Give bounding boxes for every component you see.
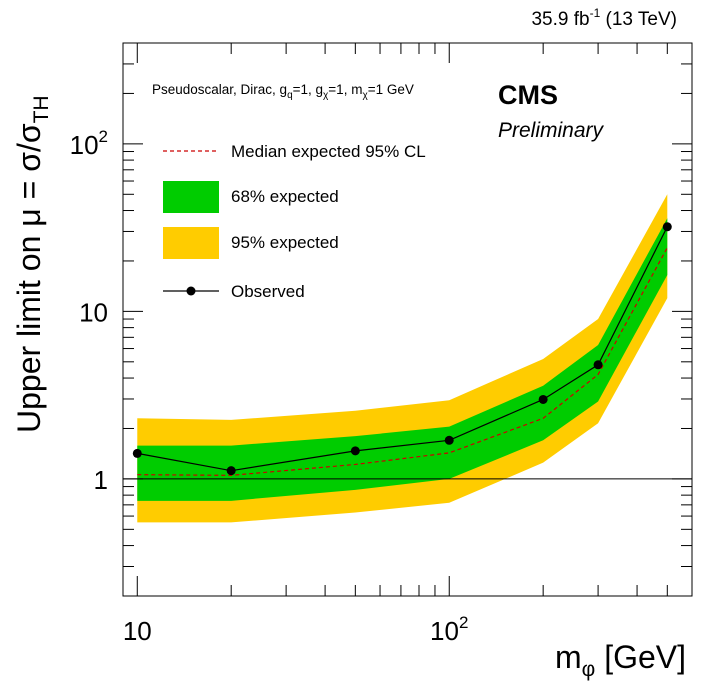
x-tick-base: 10 bbox=[123, 616, 152, 646]
limit-lines bbox=[132, 222, 672, 476]
observed-point bbox=[132, 448, 142, 458]
model-subscript: χ bbox=[362, 90, 368, 101]
observed-point bbox=[538, 394, 548, 404]
observed-point bbox=[350, 446, 360, 456]
luminosity-label: 35.9 fb-1 (13 TeV) bbox=[531, 6, 677, 30]
model-text: Pseudoscalar, Dirac, g bbox=[152, 82, 287, 97]
model-subscript: χ bbox=[323, 90, 329, 101]
x-tick-exponent: 2 bbox=[459, 613, 468, 632]
observed-point bbox=[662, 222, 672, 232]
x-tick-label: 10 bbox=[123, 616, 152, 646]
y-label-subscript: TH bbox=[30, 95, 53, 123]
y-tick-label: 10 bbox=[79, 297, 108, 327]
y-tick-label: 102 bbox=[70, 127, 108, 160]
x-tick-label: 102 bbox=[430, 613, 468, 646]
observed-point bbox=[226, 466, 236, 476]
uncertainty-bands bbox=[137, 194, 668, 523]
legend-95-label: 95% expected bbox=[231, 233, 339, 252]
model-text: =1, m bbox=[328, 82, 362, 97]
lumi-exponent: -1 bbox=[590, 6, 601, 20]
y-label-main: Upper limit on μ = σ/σ bbox=[11, 123, 47, 433]
observed-point bbox=[593, 360, 603, 370]
model-label: Pseudoscalar, Dirac, gq=1, gχ=1, mχ=1 Ge… bbox=[152, 82, 414, 101]
median-expected-line bbox=[137, 247, 668, 476]
axis-ticks bbox=[122, 42, 693, 597]
legend-observed-label: Observed bbox=[231, 282, 305, 301]
y-tick-label: 1 bbox=[94, 465, 108, 495]
model-subscript: q bbox=[287, 90, 293, 101]
y-tick-exponent: 2 bbox=[99, 127, 108, 146]
x-label-unit: [GeV] bbox=[595, 639, 686, 675]
y-tick-base: 1 bbox=[94, 465, 108, 495]
status-label: Preliminary bbox=[498, 119, 605, 142]
y-tick-base: 10 bbox=[79, 297, 108, 327]
x-label-main: m bbox=[555, 639, 582, 675]
legend-95-swatch bbox=[163, 227, 219, 259]
y-axis-label: Upper limit on μ = σ/σTH bbox=[11, 95, 53, 433]
model-text: =1 GeV bbox=[368, 82, 414, 97]
x-label-subscript: φ bbox=[582, 658, 596, 681]
x-tick-base: 10 bbox=[430, 616, 459, 646]
lumi-energy: (13 TeV) bbox=[600, 9, 677, 30]
x-axis-label: mφ [GeV] bbox=[555, 639, 686, 681]
y-tick-base: 10 bbox=[70, 130, 99, 160]
legend-observed-marker bbox=[186, 286, 196, 296]
model-text: =1, g bbox=[293, 82, 323, 97]
legend-expected-label: Median expected 95% CL bbox=[231, 142, 426, 161]
legend-68-label: 68% expected bbox=[231, 187, 339, 206]
legend-68-swatch bbox=[163, 181, 219, 213]
legend: Median expected 95% CL 68% expected 95% ex… bbox=[163, 142, 426, 301]
experiment-label: CMS bbox=[498, 80, 558, 110]
lumi-value: 35.9 fb bbox=[531, 9, 589, 30]
band-68-expected bbox=[137, 218, 668, 501]
observed-point bbox=[444, 435, 454, 445]
